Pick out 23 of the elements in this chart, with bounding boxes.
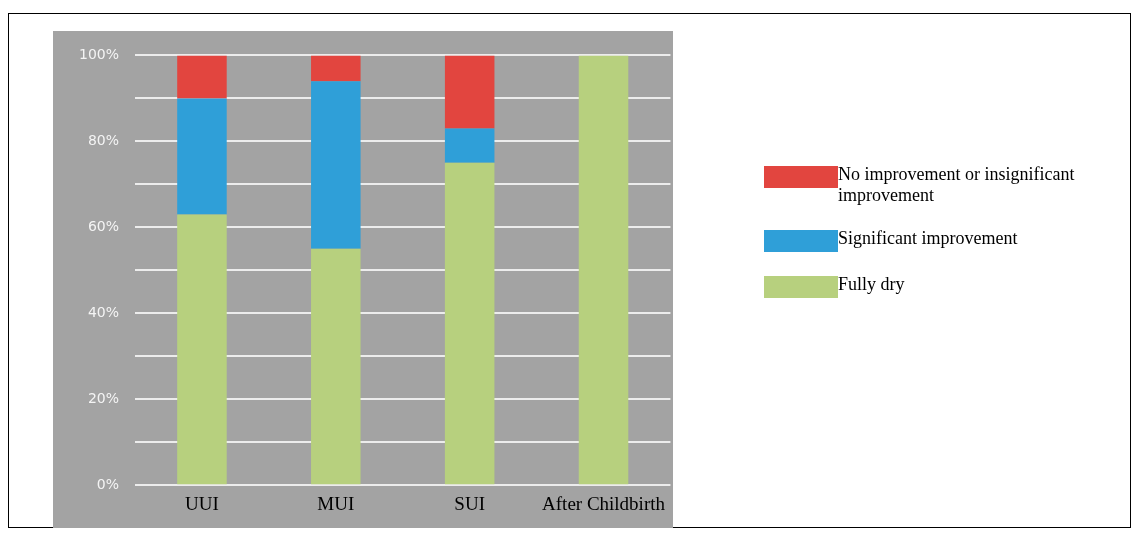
x-tick-label: MUI bbox=[317, 492, 355, 514]
y-tick-label: 20% bbox=[87, 389, 120, 406]
bar bbox=[311, 81, 361, 249]
bar bbox=[444, 162, 495, 485]
y-tick-label: 60% bbox=[87, 217, 120, 234]
x-tick-label: UUI bbox=[185, 492, 219, 514]
bar bbox=[444, 55, 495, 129]
y-tick-label: 80% bbox=[87, 132, 120, 148]
x-tick-label: After Childbirth bbox=[542, 492, 666, 514]
bar bbox=[177, 98, 227, 215]
bar bbox=[177, 214, 227, 485]
x-tick-label: SUI bbox=[454, 492, 485, 514]
y-tick-label: 100% bbox=[78, 46, 120, 63]
bar bbox=[444, 128, 495, 163]
bar bbox=[177, 55, 227, 99]
y-tick-label: 40% bbox=[87, 303, 120, 320]
y-tick-label: 0% bbox=[96, 475, 120, 492]
bar bbox=[311, 248, 361, 485]
legend-label: Significant improvement bbox=[838, 228, 1018, 249]
bar bbox=[311, 55, 361, 82]
legend-label: No improvement or insignificant improvement bbox=[838, 164, 1076, 206]
bar bbox=[578, 55, 629, 485]
legend-label: Fully dry bbox=[838, 274, 905, 295]
